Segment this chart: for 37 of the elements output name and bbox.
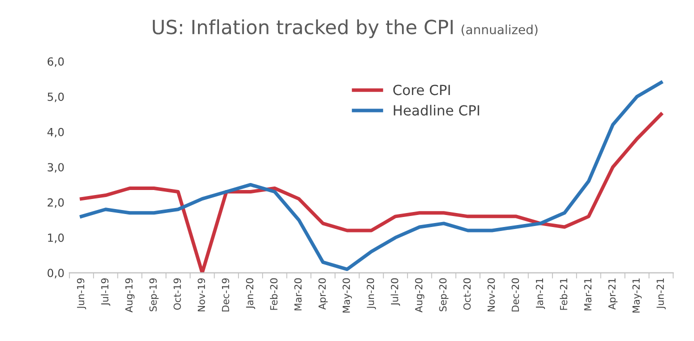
- legend-label: Headline CPI: [394, 104, 480, 116]
- x-tick-label: Apr-20: [318, 278, 328, 310]
- x-tick-label: Oct-19: [174, 278, 181, 310]
- x-tick-label: Sep-20: [439, 278, 448, 312]
- x-tick-label: Feb-21: [560, 278, 568, 310]
- x-tick-label: Apr-21: [608, 278, 618, 310]
- x-tick-label: Jun-19: [76, 278, 86, 310]
- x-tick-label: Nov-20: [488, 278, 495, 312]
- y-tick-label: 0,0: [48, 268, 64, 278]
- x-tick-label: Dec-20: [512, 278, 520, 312]
- chart-title: US: Inflation tracked by the CPI: [152, 19, 453, 38]
- y-tick-label: 6,0: [48, 57, 64, 67]
- x-tick-label: May-20: [342, 278, 352, 313]
- x-tick-label: Jun-20: [366, 278, 376, 310]
- x-tick-label: Jan-20: [246, 278, 256, 310]
- line-series: [80, 80, 663, 272]
- x-tick-label: Mar-20: [294, 278, 302, 310]
- x-tick-label: Sep-19: [149, 278, 159, 312]
- x-tick-label: Aug-19: [125, 278, 134, 312]
- x-tick-label: Dec-19: [222, 278, 230, 312]
- x-tick-label: Feb-20: [270, 278, 278, 310]
- y-tick-label: 2,0: [48, 198, 64, 208]
- y-tick-label: 3,0: [48, 163, 64, 173]
- y-tick-label: 1,0: [48, 234, 64, 244]
- x-tick-label: Jul-20: [390, 278, 400, 306]
- x-tick-label: May-21: [632, 278, 642, 313]
- x-tick-label: Jul-19: [100, 278, 110, 306]
- x-tick-label: Aug-20: [415, 278, 424, 312]
- chart-subtitle: (annualized): [462, 24, 538, 36]
- y-tick-label: 5,0: [48, 92, 64, 102]
- x-tick-label: Nov-19: [198, 278, 206, 312]
- y-tick-label: 4,0: [47, 128, 64, 138]
- x-tick-label: Jan-21: [536, 278, 545, 310]
- legend-label: Core CPI: [393, 84, 450, 96]
- x-tick-label: Oct-20: [463, 278, 471, 310]
- x-tick-label: Jun-21: [656, 278, 666, 310]
- x-tick-label: Mar-21: [584, 278, 592, 310]
